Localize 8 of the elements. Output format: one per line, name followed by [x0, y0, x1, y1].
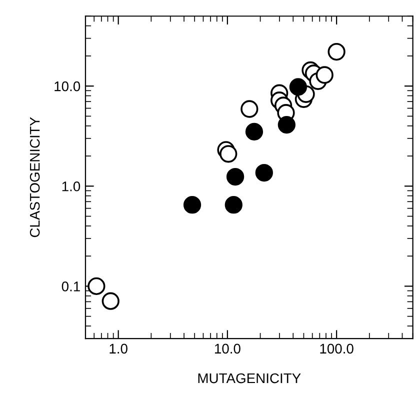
x-tick-label: 100.0: [320, 344, 354, 354]
x-tick-label: 10.0: [214, 344, 240, 354]
x-axis-title: MUTAGENICITY: [198, 373, 301, 384]
y-axis-title: CLASTOGENICITY: [30, 117, 40, 238]
x-tick-label: 1.0: [110, 344, 128, 354]
y-tick-label: 0.1: [62, 282, 80, 292]
y-tick-label: 1.0: [62, 181, 80, 192]
y-tick-label: 10.0: [54, 81, 80, 92]
